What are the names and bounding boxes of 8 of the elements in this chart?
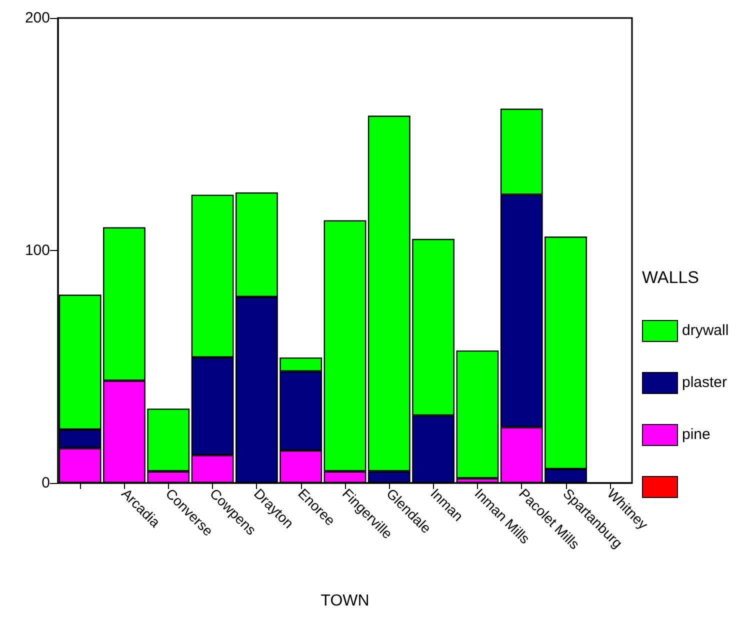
y-tick-label: 100 — [24, 242, 50, 259]
legend-title: WALLS — [642, 268, 700, 288]
legend-label: drywall — [682, 322, 729, 339]
legend-label: pine — [682, 426, 710, 443]
x-axis-title: TOWN — [320, 592, 370, 610]
y-tick-label: 0 — [42, 474, 50, 492]
y-tick-label: 200 — [24, 10, 50, 26]
legend-label: plaster — [682, 374, 728, 391]
